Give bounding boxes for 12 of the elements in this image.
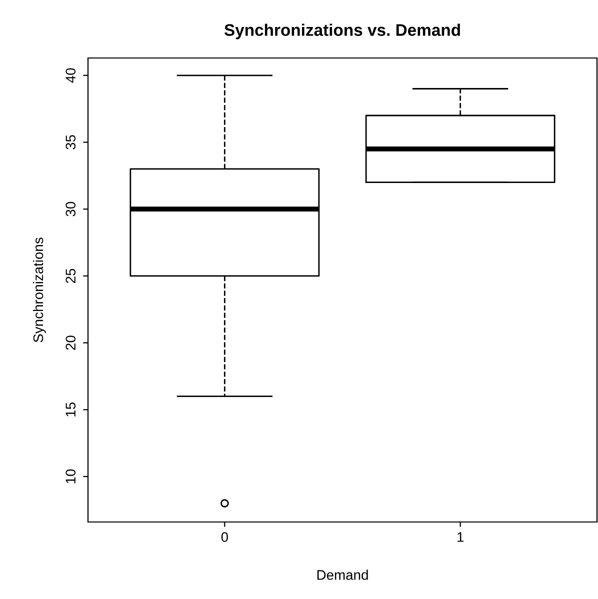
x-tick-label: 0 bbox=[221, 532, 228, 542]
x-tick-label: 1 bbox=[458, 532, 464, 542]
y-axis-title: Synchronizations bbox=[32, 238, 46, 342]
y-tick-label: 30 bbox=[66, 202, 76, 216]
y-tick-label: 25 bbox=[66, 268, 76, 283]
y-tick-label: 40 bbox=[66, 68, 76, 83]
x-axis-title: Demand bbox=[317, 570, 368, 580]
chart-title: Synchronizations vs. Demand bbox=[224, 24, 460, 40]
y-tick-label: 20 bbox=[66, 336, 76, 350]
y-tick-label: 35 bbox=[66, 135, 76, 150]
y-tick-label: 10 bbox=[66, 469, 76, 484]
y-tick-label: 15 bbox=[66, 402, 76, 416]
